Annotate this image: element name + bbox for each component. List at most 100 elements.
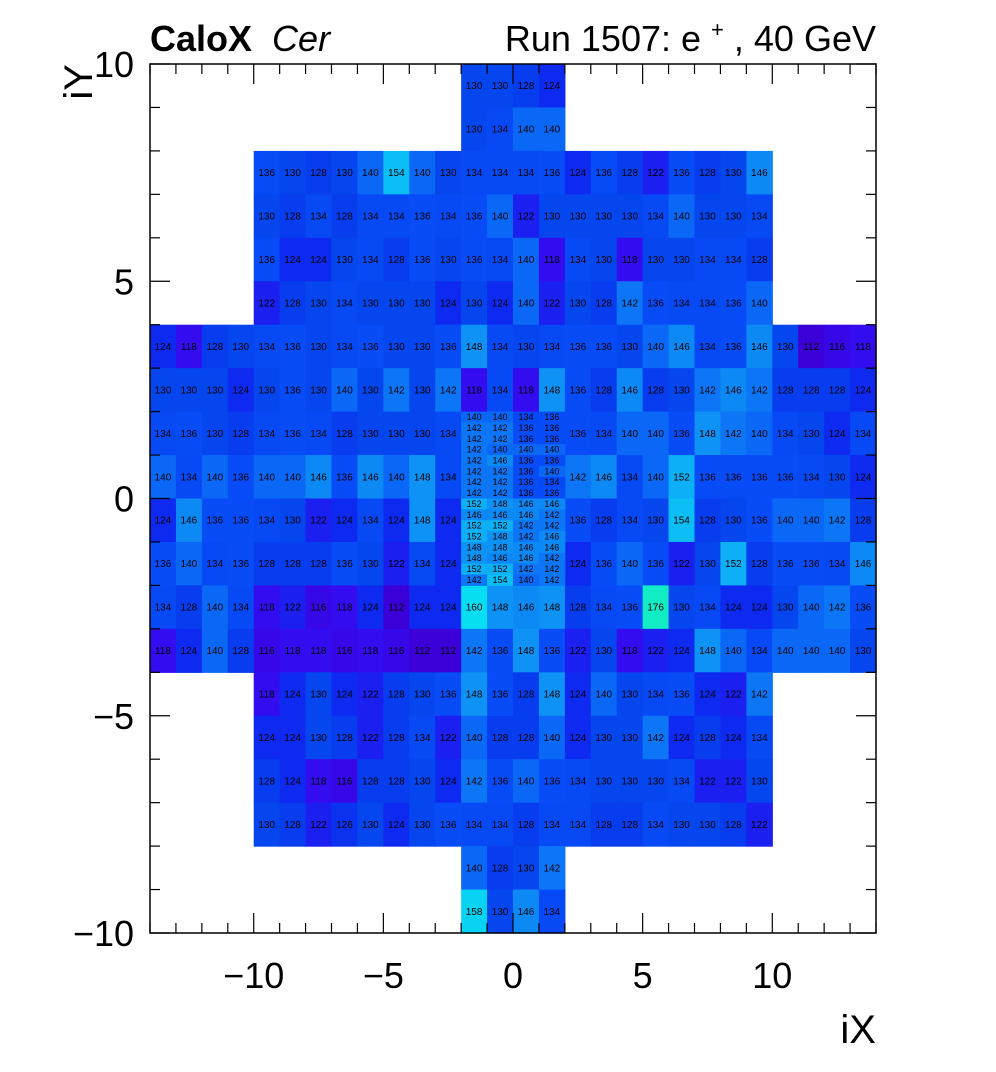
cell-value-label: 148 — [544, 385, 561, 396]
cell-value-label: 136 — [440, 342, 457, 353]
cell-value-label: 130 — [414, 342, 431, 353]
heatmap-cell — [357, 715, 384, 760]
y-tick-label: −10 — [73, 913, 134, 954]
heatmap-cell — [746, 672, 773, 717]
heatmap-cell — [642, 672, 670, 717]
heatmap-cell — [461, 368, 488, 413]
cell-value-label: 134 — [725, 255, 742, 266]
coarse-cell-layer: 130 130 128 124 130 134 140 140 136 130 128 130 140 1… — [150, 64, 877, 934]
cell-value-label: 128 — [725, 820, 742, 831]
heatmap-cell — [746, 715, 773, 760]
cell-value-label: 140 — [621, 559, 638, 570]
fine-cell-value-label: 142 — [467, 466, 482, 476]
heatmap-cell — [642, 585, 670, 630]
heatmap-cell — [824, 324, 851, 369]
cell-value-label: 142 — [544, 863, 561, 874]
cell-value-label: 148 — [699, 646, 716, 657]
cell-value-label: 116 — [336, 646, 352, 657]
heatmap-cell — [409, 802, 436, 847]
heatmap-cell — [538, 64, 566, 109]
heatmap-cell — [513, 150, 540, 195]
cell-value-label: 136 — [232, 472, 249, 483]
heatmap-cell — [253, 672, 281, 717]
heatmap-cell — [331, 628, 359, 673]
heatmap-cell — [305, 411, 333, 456]
heatmap-cell — [590, 281, 618, 326]
cell-value-label: 130 — [362, 820, 379, 831]
cell-value-label: 124 — [388, 516, 405, 527]
fine-cell-value-label: 146 — [493, 510, 508, 520]
fine-cell-value-label: 142 — [467, 477, 482, 487]
heatmap-cell — [616, 281, 644, 326]
cell-value-label: 136 — [647, 559, 664, 570]
heatmap-cell — [564, 498, 592, 543]
cell-value-label: 134 — [544, 907, 561, 918]
heatmap-cell — [305, 628, 333, 673]
cell-value-label: 134 — [518, 168, 535, 179]
heatmap-cell — [564, 324, 592, 369]
heatmap-cell — [694, 541, 722, 586]
cell-value-label: 130 — [206, 385, 223, 396]
fine-heatmap-cell — [487, 552, 514, 565]
cell-value-label: 148 — [414, 516, 431, 527]
heatmap-cell — [253, 541, 281, 586]
fine-heatmap-cell — [461, 531, 488, 543]
cell-value-label: 116 — [388, 646, 404, 657]
fine-heatmap-cell — [487, 574, 514, 586]
cell-value-label: 128 — [388, 690, 405, 701]
cell-value-label: 136 — [232, 516, 249, 527]
fine-cell-value-label: 140 — [467, 412, 482, 422]
cell-value-label: 136 — [492, 646, 509, 657]
heatmap-cell — [383, 759, 410, 804]
cell-value-label: 124 — [855, 472, 872, 483]
cell-value-label: 118 — [259, 603, 275, 614]
cell-value-label: 128 — [492, 863, 509, 874]
heatmap-cell — [772, 455, 799, 500]
cell-value-label: 146 — [518, 907, 535, 918]
heatmap-cell — [694, 455, 722, 500]
heatmap-cell — [435, 281, 462, 326]
cell-value-label: 124 — [440, 298, 457, 309]
heatmap-cell — [435, 672, 462, 717]
cell-value-label: 118 — [259, 690, 275, 701]
heatmap-cell — [409, 759, 436, 804]
cell-value-label: 136 — [673, 690, 690, 701]
fine-cell-value-label: 148 — [467, 542, 482, 552]
heatmap-cell — [513, 107, 540, 152]
heatmap-cell — [538, 715, 566, 760]
cell-value-label: 140 — [518, 298, 535, 309]
cell-value-label: 134 — [673, 776, 690, 787]
heatmap-cell — [487, 889, 514, 934]
heatmap-cell — [331, 585, 359, 630]
cell-value-label: 128 — [595, 298, 612, 309]
cell-value-label: 130 — [544, 212, 561, 223]
heatmap-cell — [150, 368, 177, 413]
cell-value-label: 134 — [414, 559, 431, 570]
cell-value-label: 130 — [673, 385, 690, 396]
heatmap-cell — [487, 237, 514, 282]
heatmap-cell — [461, 150, 488, 195]
heatmap-cell — [487, 324, 514, 369]
fine-cell-value-label: 142 — [467, 575, 482, 585]
heatmap-cell — [538, 324, 566, 369]
heatmap-cell — [201, 368, 229, 413]
cell-value-label: 124 — [855, 385, 872, 396]
heatmap-cell — [279, 237, 307, 282]
cell-value-label: 130 — [751, 776, 768, 787]
heatmap-cell — [642, 150, 670, 195]
cell-value-label: 136 — [621, 603, 638, 614]
heatmap-cell — [435, 237, 462, 282]
cell-value-label: 128 — [621, 820, 638, 831]
cell-value-label: 130 — [310, 733, 327, 744]
fine-heatmap-cell — [538, 498, 566, 510]
cell-value-label: 140 — [466, 863, 483, 874]
heatmap-cell — [694, 411, 722, 456]
cell-value-label: 130 — [414, 385, 431, 396]
heatmap-cell — [513, 759, 540, 804]
heatmap-cell — [720, 498, 747, 543]
heatmap-cell — [642, 541, 670, 586]
x-tick-label: −5 — [363, 955, 404, 996]
cell-value-label: 134 — [699, 298, 716, 309]
heatmap-cell — [175, 585, 203, 630]
cell-value-label: 134 — [595, 429, 612, 440]
